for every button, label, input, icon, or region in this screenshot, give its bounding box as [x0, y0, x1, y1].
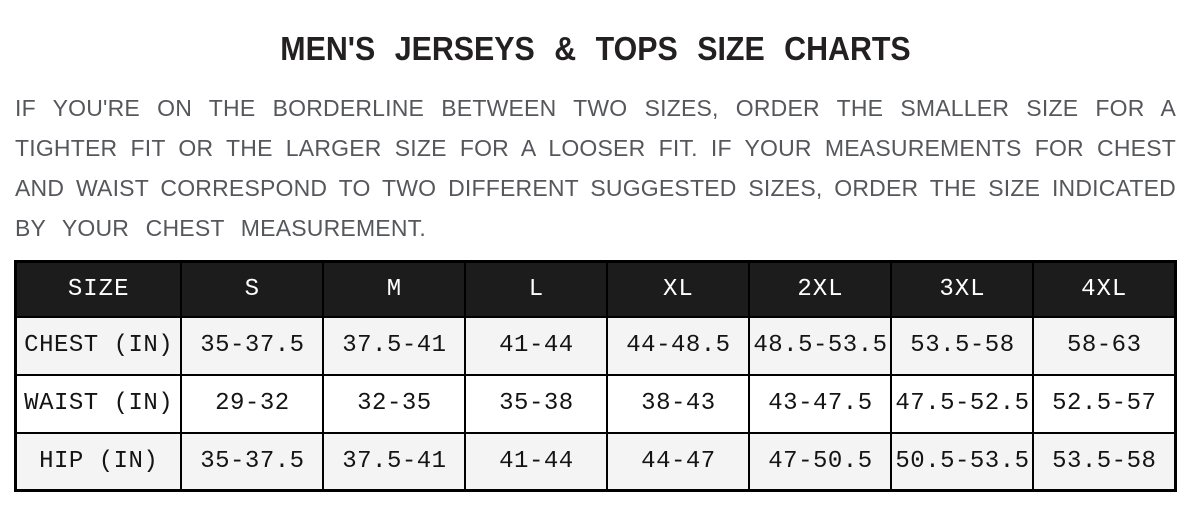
header-cell-size: SIZE — [14, 260, 183, 318]
page-title: MEN'S JERSEYS & TOPS SIZE CHARTS — [280, 30, 911, 67]
table-cell: 47.5-52.5 — [890, 373, 1035, 434]
table-cell: 35-37.5 — [180, 431, 325, 492]
table-cell: 58-63 — [1032, 315, 1177, 376]
size-chart-page: MEN'S JERSEYS & TOPS SIZE CHARTS IF YOU'… — [0, 30, 1191, 510]
table-cell: 48.5-53.5 — [748, 315, 893, 376]
table-row-hip: HIP (IN) 35-37.5 37.5-41 41-44 44-47 47-… — [14, 431, 1177, 492]
header-cell-xl: XL — [606, 260, 751, 318]
table-cell: 29-32 — [180, 373, 325, 434]
table-cell: 50.5-53.5 — [890, 431, 1035, 492]
table-cell: 32-35 — [322, 373, 467, 434]
header-cell-s: S — [180, 260, 325, 318]
table-cell: 38-43 — [606, 373, 751, 434]
table-header-row: SIZE S M L XL 2XL 3XL 4XL — [14, 260, 1177, 318]
table-cell: 52.5-57 — [1032, 373, 1177, 434]
table-row-chest: CHEST (IN) 35-37.5 37.5-41 41-44 44-48.5… — [14, 315, 1177, 376]
intro-line: BY YOUR CHEST MEASUREMENT. — [15, 215, 426, 241]
row-label-chest: CHEST (IN) — [14, 315, 183, 376]
table-cell: 37.5-41 — [322, 315, 467, 376]
table-cell: 47-50.5 — [748, 431, 893, 492]
intro-line: TIGHTER FIT OR THE LARGER SIZE FOR A LOO… — [15, 135, 1176, 161]
size-table: SIZE S M L XL 2XL 3XL 4XL CHEST (IN) 35-… — [14, 260, 1177, 492]
table-cell: 53.5-58 — [1032, 431, 1177, 492]
table-cell: 44-48.5 — [606, 315, 751, 376]
table-cell: 44-47 — [606, 431, 751, 492]
table-cell: 37.5-41 — [322, 431, 467, 492]
header-cell-3xl: 3XL — [890, 260, 1035, 318]
row-label-hip: HIP (IN) — [14, 431, 183, 492]
header-cell-2xl: 2XL — [748, 260, 893, 318]
intro-line: AND WAIST CORRESPOND TO TWO DIFFERENT SU… — [15, 175, 1176, 201]
table-row-waist: WAIST (IN) 29-32 32-35 35-38 38-43 43-47… — [14, 373, 1177, 434]
table-cell: 35-37.5 — [180, 315, 325, 376]
header-cell-l: L — [464, 260, 609, 318]
table-cell: 41-44 — [464, 431, 609, 492]
header-cell-4xl: 4XL — [1032, 260, 1177, 318]
header-cell-m: M — [322, 260, 467, 318]
intro-paragraph: IF YOU'RE ON THE BORDERLINE BETWEEN TWO … — [15, 88, 1176, 248]
table-cell: 41-44 — [464, 315, 609, 376]
table-cell: 35-38 — [464, 373, 609, 434]
table-cell: 53.5-58 — [890, 315, 1035, 376]
intro-line: IF YOU'RE ON THE BORDERLINE BETWEEN TWO … — [15, 95, 1176, 121]
table-cell: 43-47.5 — [748, 373, 893, 434]
row-label-waist: WAIST (IN) — [14, 373, 183, 434]
